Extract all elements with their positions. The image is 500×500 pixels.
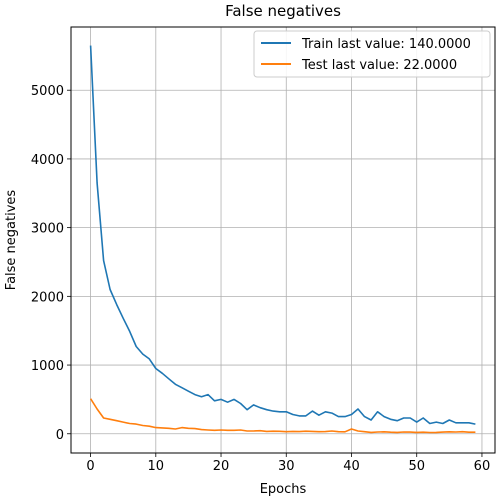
x-tick-label: 20 [213, 459, 230, 474]
chart-title: False negatives [225, 2, 341, 20]
grid [71, 27, 495, 453]
y-tick-label: 3000 [31, 222, 64, 237]
x-tick-label: 0 [86, 459, 94, 474]
y-tick-label: 2000 [31, 290, 64, 305]
x-tick-label: 30 [278, 459, 295, 474]
legend-label-train: Train last value: 140.0000 [301, 37, 471, 52]
y-tick-label: 1000 [31, 359, 64, 374]
legend-box [253, 30, 491, 78]
x-tick-label: 60 [474, 459, 491, 474]
x-tick-label: 40 [343, 459, 360, 474]
legend: Train last value: 140.0000 Test last val… [253, 30, 491, 78]
y-tick-label: 4000 [31, 153, 64, 168]
series-line-train [89, 45, 476, 425]
y-tick-label: 0 [56, 428, 64, 443]
x-axis-label: Epochs [260, 482, 307, 497]
series-lines [89, 45, 476, 434]
y-tick-label: 5000 [31, 84, 64, 99]
series-line-test [89, 398, 476, 434]
x-tick-label: 10 [148, 459, 165, 474]
y-axis-label: False negatives [4, 190, 19, 291]
plot-frame [70, 26, 496, 454]
axis-ticks: 0 10 20 30 40 50 60 0 1000 2000 3000 4000 5000 [31, 84, 490, 474]
x-tick-label: 50 [408, 459, 425, 474]
legend-label-test: Test last value: 22.0000 [301, 58, 457, 73]
